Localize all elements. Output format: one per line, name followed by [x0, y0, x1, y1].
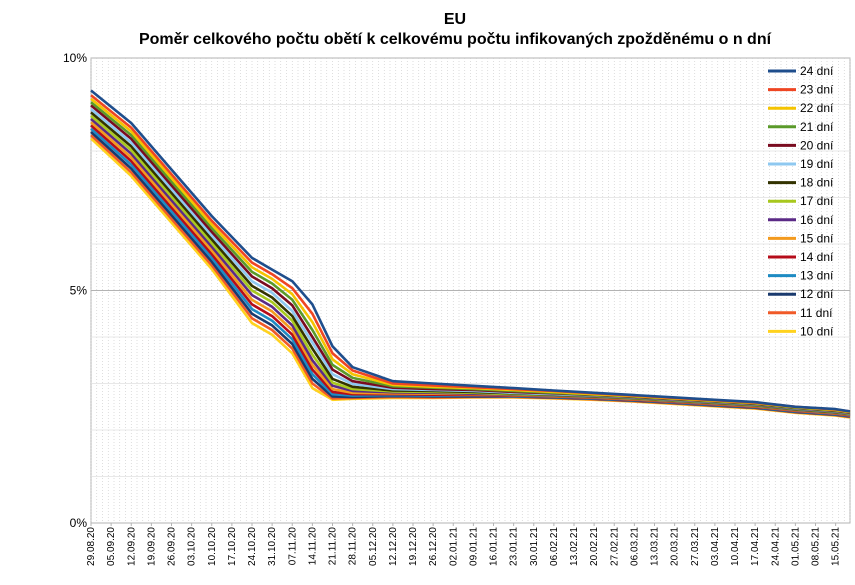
legend-label: 16 dní [800, 213, 834, 227]
y-tick-label: 10% [63, 51, 87, 65]
x-tick-label: 20.02.21 [589, 527, 600, 566]
x-tick-label: 20.03.21 [670, 527, 681, 566]
legend-label: 12 dní [800, 287, 834, 301]
x-tick-label: 10.10.20 [207, 527, 218, 566]
x-tick-label: 10.04.21 [730, 527, 741, 566]
legend-label: 18 dní [800, 176, 834, 190]
x-tick-label: 03.10.20 [187, 527, 198, 566]
y-tick-label: 5% [70, 284, 88, 298]
series-line [90, 124, 851, 417]
x-tick-label: 28.11.20 [348, 527, 359, 566]
x-tick-label: 27.02.21 [609, 527, 620, 566]
series-line [90, 127, 851, 418]
x-tick-label: 12.09.20 [126, 527, 137, 566]
x-tick-label: 19.09.20 [146, 527, 157, 566]
legend-label: 23 dní [800, 83, 834, 97]
x-tick-label: 14.11.20 [307, 527, 318, 566]
legend: 24 dní 23 dní 22 dní 21 dní 20 dní 19 dní 18 d… [768, 64, 834, 338]
x-axis-tick-labels: 29.08.20 05.09.20 12.09.20 19.09.20 26.09.20… [86, 523, 842, 566]
x-tick-label: 08.05.21 [811, 527, 822, 566]
series-line [90, 134, 851, 419]
legend-label: 14 dní [800, 250, 834, 264]
x-tick-label: 02.01.21 [448, 527, 459, 566]
legend-label: 24 dní [800, 64, 834, 78]
y-axis-tick-labels: 0% 5% 10% [63, 51, 87, 530]
legend-label: 10 dní [800, 324, 834, 338]
plot-area [90, 57, 851, 524]
x-tick-label: 26.09.20 [167, 527, 178, 566]
legend-label: 15 dní [800, 231, 834, 245]
chart-subtitle: Poměr celkového počtu obětí k celkovému … [139, 31, 772, 48]
x-tick-label: 23.01.21 [509, 527, 520, 566]
x-tick-label: 27.03.21 [690, 527, 701, 566]
x-tick-label: 17.10.20 [227, 527, 238, 566]
x-tick-label: 24.10.20 [247, 527, 258, 566]
x-tick-label: 13.03.21 [650, 527, 661, 566]
x-tick-label: 12.12.20 [388, 527, 399, 566]
x-tick-label: 26.12.20 [428, 527, 439, 566]
legend-label: 20 dní [800, 138, 834, 152]
legend-label: 22 dní [800, 101, 834, 115]
y-tick-label: 0% [70, 516, 88, 530]
series-lines [90, 89, 851, 419]
x-tick-label: 17.04.21 [750, 527, 761, 566]
x-tick-label: 07.11.20 [287, 527, 298, 566]
x-tick-label: 05.12.20 [368, 527, 379, 566]
x-tick-label: 01.05.21 [790, 527, 801, 566]
x-tick-label: 15.05.21 [831, 527, 842, 566]
x-tick-label: 31.10.20 [267, 527, 278, 566]
x-tick-label: 24.04.21 [770, 527, 781, 566]
legend-label: 21 dní [800, 120, 834, 134]
series-line [90, 89, 851, 413]
legend-label: 17 dní [800, 194, 834, 208]
x-tick-label: 06.03.21 [629, 527, 640, 566]
x-tick-label: 16.01.21 [489, 527, 500, 566]
x-tick-label: 19.12.20 [408, 527, 419, 566]
legend-label: 11 dní [800, 306, 833, 320]
x-tick-label: 09.01.21 [468, 527, 479, 566]
x-tick-label: 30.01.21 [529, 527, 540, 566]
legend-label: 13 dní [800, 269, 834, 283]
legend-label: 19 dní [800, 157, 834, 171]
x-tick-label: 29.08.20 [86, 527, 97, 566]
chart-title: EU [444, 11, 466, 28]
x-tick-label: 05.09.20 [106, 527, 117, 566]
x-tick-label: 21.11.20 [328, 527, 339, 566]
x-tick-label: 06.02.21 [549, 527, 560, 566]
x-tick-label: 13.02.21 [569, 527, 580, 566]
x-tick-label: 03.04.21 [710, 527, 721, 566]
